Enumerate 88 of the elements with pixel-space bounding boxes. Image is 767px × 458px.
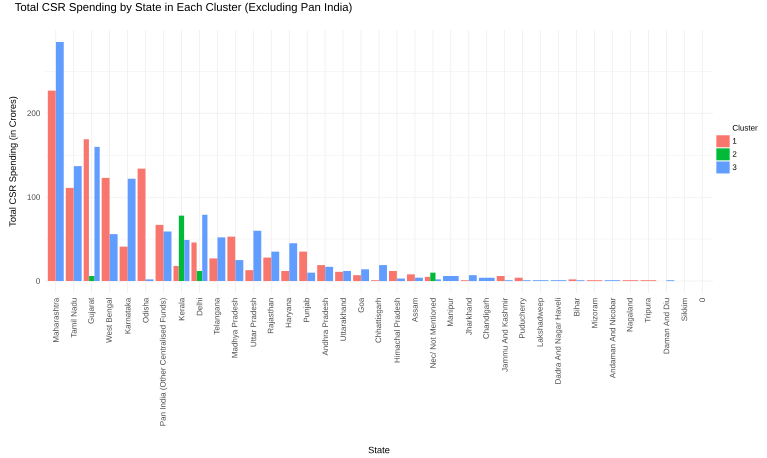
bar: [227, 236, 236, 282]
x-axis-title: State: [368, 446, 390, 454]
x-tick-label: Telangana: [214, 298, 222, 334]
x-tick-label: 0: [699, 298, 706, 302]
x-tick-label: Mizoram: [592, 298, 598, 328]
x-tick-label: Tripura: [644, 298, 652, 323]
y-axis-title: Total CSR Spending (in Crores): [9, 96, 18, 227]
bar: [307, 272, 316, 282]
x-tick-label: Dadra And Nagar Haveli: [554, 298, 562, 384]
x-tick-label: Delhi: [196, 298, 202, 316]
x-tick-label: Madhya Pradesh: [232, 298, 240, 358]
x-tick-label: Uttar Pradesh: [250, 298, 256, 346]
x-tick-label: Bihar: [574, 298, 580, 316]
bar: [406, 274, 415, 282]
x-tick-label: Lakshadweep: [536, 298, 544, 346]
x-tick-label: Jharkhand: [466, 298, 472, 335]
x-tick-label: Maharashtra: [52, 298, 59, 342]
y-tick-label: 200: [27, 110, 40, 116]
bar: [245, 270, 254, 282]
x-tick-label: Manipur: [447, 298, 455, 326]
bar: [379, 265, 387, 282]
bar: [178, 216, 184, 282]
x-tick-label: Goa: [358, 298, 364, 312]
bar: [66, 188, 74, 282]
bar: [235, 260, 244, 282]
x-tick-label: Haryana: [286, 298, 293, 328]
bar: [263, 258, 272, 282]
bar: [156, 224, 164, 282]
bar: [164, 232, 172, 282]
x-tick-label: Karnataka: [124, 298, 131, 334]
bar: [343, 270, 352, 282]
y-tick-label: 100: [28, 194, 40, 200]
bar: [299, 252, 308, 282]
bar: [196, 270, 202, 282]
x-tick-label: Assam: [412, 298, 418, 322]
bar: [138, 168, 146, 282]
bar: [514, 278, 523, 282]
bar: [120, 246, 128, 282]
x-tick-label: West Bengal: [106, 298, 114, 343]
legend-title: Cluster: [732, 124, 758, 131]
bar: [48, 90, 56, 282]
bar: [415, 278, 423, 282]
x-tick-label: Kerala: [178, 298, 184, 320]
bar: [271, 252, 280, 282]
legend-label: 3: [732, 164, 736, 170]
x-tick-label: Jammu And Kashmir: [502, 298, 508, 372]
bar: [74, 166, 82, 282]
x-tick-label: Himachal Pradesh: [394, 298, 400, 362]
bar: [102, 178, 110, 282]
bar: [496, 276, 505, 282]
bar: [110, 234, 118, 282]
bar: [335, 272, 343, 282]
bar: [389, 270, 397, 282]
x-tick-label: Sikkim: [681, 298, 688, 321]
x-tick-label: Daman And Diu: [663, 298, 670, 354]
legend-label: 2: [732, 151, 736, 157]
x-tick-label: Tamil Nadu: [70, 298, 77, 338]
bar: [281, 270, 290, 282]
x-tick-label: Chandigarh: [483, 298, 490, 339]
bar: [430, 272, 436, 282]
bar: [361, 269, 370, 282]
x-tick-label: Andhra Pradesh: [322, 298, 328, 356]
x-tick-label: Rajasthan: [268, 298, 275, 334]
x-tick-label: Nec/ Not Mentioned: [430, 298, 436, 368]
x-tick-label: Puducherry: [518, 298, 526, 338]
x-tick-label: Punjab: [303, 298, 311, 322]
bar: [89, 276, 94, 282]
x-tick-label: Gujarat: [88, 298, 96, 324]
bar: [468, 275, 477, 282]
bar: [397, 278, 405, 282]
bar: [325, 266, 334, 282]
bar: [209, 258, 218, 282]
bar: [56, 42, 64, 282]
bar: [128, 178, 136, 282]
chart-title: Total CSR Spending by State in Each Cluster (Excluding Pan India): [14, 2, 352, 14]
x-tick-label: Chhattisgarh: [375, 298, 383, 343]
x-tick-label: Uttarakhand: [340, 298, 346, 341]
bar: [218, 237, 226, 282]
y-tick-label: 0: [36, 278, 40, 284]
x-tick-label: Nagaland: [626, 298, 634, 332]
bar: [289, 243, 298, 282]
bar: [253, 230, 262, 282]
x-tick-label: Odisha: [142, 298, 149, 323]
bar: [353, 275, 361, 282]
bar: [317, 265, 326, 282]
legend-label: 1: [732, 138, 736, 144]
x-tick-label: Andaman And Nicobar: [609, 298, 616, 378]
x-tick-label: Pan India (Other Centralised Funds): [160, 298, 168, 426]
